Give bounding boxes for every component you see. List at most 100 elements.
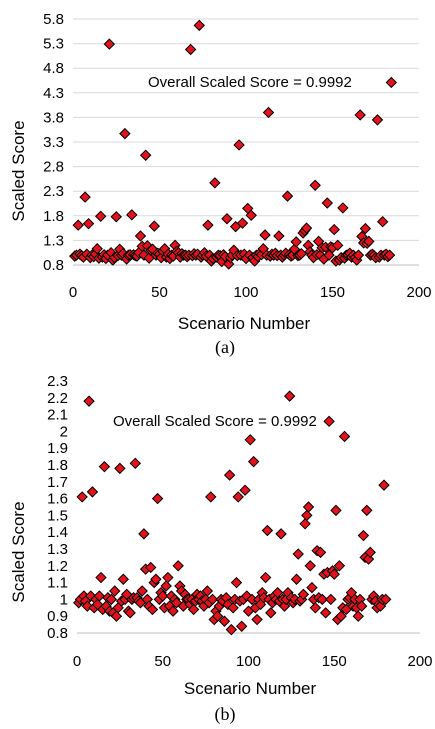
data-point-b-75 <box>201 585 214 597</box>
data-point-a-182 <box>383 249 396 261</box>
data-point-b-92 <box>230 576 243 589</box>
data-point-b-136 <box>306 581 318 594</box>
data-point-a-29 <box>119 127 131 140</box>
data-point-a-178 <box>376 215 389 228</box>
data-point-b-163 <box>352 610 364 622</box>
data-point-a-15 <box>94 210 107 222</box>
data-point-a-146 <box>321 197 334 209</box>
data-point-b-2 <box>76 491 88 503</box>
data-point-a-147 <box>323 249 335 261</box>
data-point-b-37 <box>136 585 148 597</box>
data-point-b-153 <box>335 610 347 622</box>
y-tick-label-a-1: 1.3 <box>43 232 64 249</box>
x-tick-label-b-2: 100 <box>236 653 261 670</box>
x-axis-title-a: Scenario Number <box>178 314 311 333</box>
data-point-a-13 <box>91 243 103 255</box>
data-point-b-19 <box>105 593 118 606</box>
x-tick-label-a-3: 150 <box>320 284 345 301</box>
data-point-b-132 <box>299 518 311 530</box>
data-point-a-123 <box>281 190 294 202</box>
data-point-b-141 <box>314 546 327 559</box>
y-tick-label-b-2: 1 <box>60 591 68 608</box>
data-point-a-77 <box>202 219 214 231</box>
data-point-a-164 <box>352 249 365 261</box>
x-tick-label-b-0: 0 <box>73 653 81 670</box>
data-point-b-58 <box>172 560 184 572</box>
chart-panel-b: 0.80.911.11.21.31.41.51.61.71.81.922.12.… <box>9 373 433 725</box>
data-point-b-166 <box>357 529 370 542</box>
y-tick-label-a-0: 0.8 <box>43 257 64 274</box>
chart-panel-a: 0.8 1.3 1.8 2.3 2.8 3.3 3.8 4.3 4.8 5.3 5.8 0 50 100… <box>9 11 432 358</box>
y-tick-label-a-2: 1.8 <box>43 208 64 225</box>
data-point-b-102 <box>247 455 260 468</box>
y-tick-label-a-6: 3.8 <box>43 109 64 126</box>
data-point-b-15 <box>98 460 111 473</box>
data-point-b-104 <box>251 613 263 626</box>
data-point-a-41 <box>139 149 152 161</box>
y-tick-labels-a: 0.8 1.3 1.8 2.3 2.8 3.3 3.8 4.3 4.8 5.3 5.8 <box>43 11 64 274</box>
data-point-b-46 <box>151 492 164 505</box>
data-point-a-2 <box>72 219 84 231</box>
data-point-b-109 <box>259 571 272 584</box>
data-point-b-165 <box>355 600 368 612</box>
data-point-b-138 <box>309 602 322 614</box>
data-point-b-26 <box>117 573 130 585</box>
caption-a: (a) <box>215 337 235 358</box>
y-tick-label-b-3: 1.1 <box>47 575 68 592</box>
x-tick-label-a-1: 50 <box>151 284 168 301</box>
data-point-b-142 <box>316 593 328 606</box>
y-tick-label-b-12: 2 <box>60 423 68 440</box>
data-point-b-152 <box>333 560 346 572</box>
data-point-b-100 <box>244 434 256 446</box>
y-tick-label-a-4: 2.8 <box>43 159 64 176</box>
data-point-b-149 <box>328 568 340 580</box>
y-axis-title-b: Scaled Score <box>9 501 28 602</box>
data-point-a-139 <box>309 179 321 192</box>
y-tick-label-b-8: 1.6 <box>47 491 68 508</box>
y-tick-label-a-9: 5.3 <box>43 36 64 53</box>
y-tick-label-a-5: 3.3 <box>43 134 64 151</box>
y-tick-label-a-7: 4.3 <box>43 85 64 102</box>
data-point-a-150 <box>328 223 340 236</box>
x-tick-labels-b: 0 50 100 150 200 <box>73 653 433 670</box>
y-tick-label-b-15: 2.3 <box>47 373 68 390</box>
y-tick-label-b-13: 2.1 <box>47 407 68 424</box>
y-tick-label-a-10: 5.8 <box>43 11 64 28</box>
data-point-a-72 <box>193 19 205 32</box>
data-point-b-88 <box>223 469 236 481</box>
y-tick-labels-b: 0.80.911.11.21.31.41.51.61.71.81.922.12.… <box>47 373 68 642</box>
data-point-b-178 <box>378 479 390 491</box>
data-point-a-97 <box>236 217 249 229</box>
y-tick-label-b-9: 1.7 <box>47 474 68 491</box>
data-point-b-67 <box>187 603 200 616</box>
data-point-b-127 <box>290 573 303 585</box>
data-point-b-49 <box>157 590 169 602</box>
data-point-b-30 <box>124 607 136 619</box>
data-point-b-150 <box>330 504 342 517</box>
x-tick-label-a-2: 100 <box>233 284 258 301</box>
data-point-a-38 <box>134 230 147 242</box>
data-point-b-144 <box>319 607 332 619</box>
data-point-a-33 <box>126 209 138 221</box>
data-point-a-110 <box>259 229 271 241</box>
data-point-b-97 <box>239 484 251 496</box>
data-point-a-95 <box>233 139 245 151</box>
data-point-b-6 <box>83 395 95 407</box>
x-tick-label-b-1: 50 <box>154 653 171 670</box>
data-point-b-131 <box>297 588 310 601</box>
data-point-b-45 <box>150 573 162 585</box>
caption-b: (b) <box>215 704 236 725</box>
y-tick-label-b-11: 1.9 <box>47 440 68 457</box>
data-point-b-134 <box>302 501 315 513</box>
data-point-b-128 <box>292 548 304 560</box>
x-tick-label-a-4: 200 <box>406 284 431 301</box>
data-point-b-155 <box>338 430 351 443</box>
data-point-b-55 <box>167 605 179 617</box>
data-point-a-112 <box>262 106 275 119</box>
data-point-a-24 <box>110 211 122 223</box>
data-point-b-95 <box>235 620 248 632</box>
y-tick-label-b-5: 1.3 <box>47 541 68 558</box>
data-point-a-175 <box>371 114 384 126</box>
data-point-b-170 <box>364 546 376 559</box>
